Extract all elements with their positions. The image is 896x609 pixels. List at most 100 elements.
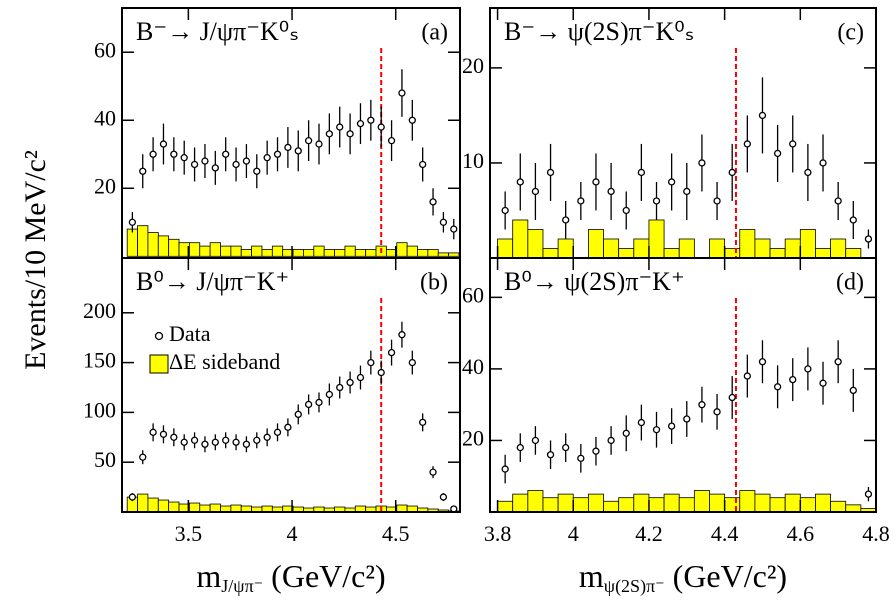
histogram-bar	[603, 500, 620, 513]
histogram-bar	[663, 248, 680, 259]
y-tick-label: 60	[94, 37, 116, 62]
data-point	[667, 178, 676, 186]
data-point	[284, 143, 292, 152]
data-point	[577, 197, 585, 205]
data-point	[864, 490, 873, 498]
histogram-bar	[724, 497, 741, 513]
histogram-bar	[527, 229, 544, 259]
histogram-bar	[633, 493, 650, 513]
x-tick-label: 4.2	[635, 521, 663, 546]
data-point	[356, 119, 365, 128]
x-axis-label: mJ/ψπ⁻ (GeV/c²)	[196, 558, 385, 596]
histogram-bar	[815, 248, 831, 259]
histogram-bar	[157, 499, 170, 513]
y-tick-label: 200	[83, 298, 116, 323]
histogram-bar	[427, 249, 439, 257]
data-point	[531, 187, 540, 196]
histogram-bar	[512, 219, 529, 259]
histogram-bar	[271, 245, 284, 257]
histogram-bar	[230, 504, 242, 513]
histogram-bar	[633, 238, 650, 259]
data-point	[728, 168, 736, 177]
data-point	[834, 197, 842, 205]
histogram-bar	[784, 493, 801, 513]
histogram-bar	[754, 493, 771, 513]
histogram-bar	[572, 497, 589, 513]
histogram-bar	[678, 497, 695, 513]
data-point	[232, 438, 240, 446]
histogram-bar	[147, 497, 159, 513]
histogram-bar	[168, 238, 180, 257]
data-point	[419, 160, 427, 169]
data-point	[408, 358, 416, 367]
histogram-bar	[845, 248, 862, 259]
data-point	[804, 168, 812, 177]
data-point	[450, 225, 458, 233]
data-point	[367, 116, 375, 124]
histogram-bar	[678, 238, 695, 259]
data-point	[439, 218, 448, 226]
data-point	[377, 123, 385, 131]
panel-title: B⁰→ ψ(2S)π⁻K⁺	[504, 267, 685, 296]
data-point	[429, 198, 437, 206]
data-point	[284, 423, 292, 431]
x-tick-label: 4	[568, 521, 579, 546]
x-axis-label: mψ(2S)π⁻ (GeV/c²)	[579, 558, 787, 597]
data-point	[232, 160, 240, 169]
data-point	[577, 454, 585, 462]
histogram-bar	[542, 248, 559, 259]
histogram-bar	[587, 493, 604, 513]
panel-title: B⁻→ ψ(2S)π⁻K⁰ₛ	[504, 17, 694, 46]
histogram-bar	[769, 497, 786, 513]
x-axis-label-symbol: m	[196, 558, 221, 594]
histogram-bar	[168, 501, 180, 513]
data-point	[652, 426, 661, 434]
histogram-bar	[137, 225, 149, 257]
data-point	[294, 410, 302, 419]
histogram-bar	[334, 249, 346, 257]
data-point	[128, 493, 137, 501]
data-point	[531, 436, 540, 445]
histogram-bar	[230, 245, 242, 257]
y-tick-label: 100	[83, 397, 116, 422]
data-point	[819, 159, 827, 167]
histogram-bar	[724, 248, 741, 259]
data-point	[713, 197, 721, 205]
data-point	[439, 493, 448, 501]
histogram-bar	[648, 497, 665, 513]
data-point	[819, 379, 827, 387]
panel-label: (b)	[420, 270, 448, 296]
data-point	[387, 137, 396, 145]
data-point	[607, 436, 615, 445]
histogram-bar	[209, 242, 221, 257]
data-point	[315, 140, 323, 148]
data-point	[501, 465, 509, 473]
x-tick-label: 4.5	[382, 521, 410, 546]
data-point	[170, 150, 178, 158]
histogram-bar	[830, 238, 847, 259]
histogram-bar	[147, 232, 159, 257]
data-point	[546, 451, 555, 459]
data-point	[180, 154, 188, 162]
histogram-bar	[739, 490, 756, 513]
data-point	[667, 422, 676, 430]
data-point	[222, 436, 230, 444]
data-point	[325, 390, 334, 399]
data-point	[622, 206, 630, 215]
data-point	[201, 157, 209, 165]
data-point	[304, 400, 313, 409]
data-point	[398, 331, 406, 339]
histogram-bar	[693, 490, 710, 513]
legend-marker	[154, 331, 164, 341]
legend-label: Data	[169, 321, 211, 346]
histogram-bar	[709, 238, 726, 259]
histogram-bar	[188, 502, 201, 513]
data-point	[346, 378, 354, 387]
data-point	[849, 386, 857, 395]
histogram-bar	[618, 248, 635, 259]
data-point	[429, 468, 437, 476]
data-point	[592, 447, 600, 455]
data-point	[698, 401, 706, 409]
histogram-bar	[709, 493, 726, 513]
data-point	[683, 415, 691, 423]
